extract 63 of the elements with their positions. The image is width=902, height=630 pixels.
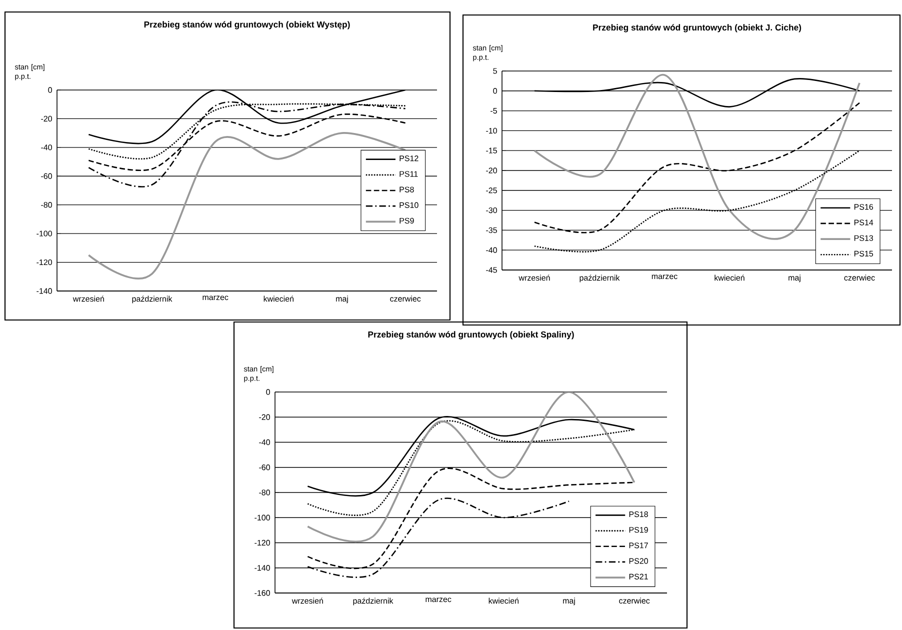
y-tick-label: -80 [41, 202, 52, 208]
y-tick-label: -60 [41, 173, 52, 179]
chart-title: Przebieg stanów wód gruntowych (obiekt Występ) [144, 21, 350, 30]
legend-label: PS10 [400, 202, 418, 208]
y-tick-label: -100 [254, 514, 270, 520]
y-tick-label: -20 [486, 168, 497, 174]
legend-label: PS9 [400, 218, 414, 224]
x-tick-label: czerwiec [390, 296, 421, 302]
legend-label: PS14 [854, 220, 874, 226]
x-tick-label: marzec [426, 598, 452, 602]
y-tick-label: -100 [36, 230, 52, 236]
y-tick-label: -40 [259, 439, 270, 446]
x-tick-label: kwiecień [264, 296, 294, 302]
legend-label: PS13 [854, 235, 874, 241]
x-tick-label: maj [563, 598, 575, 606]
y-tick-label: -140 [254, 565, 270, 571]
y-tick-label: -35 [486, 227, 497, 234]
x-tick-label: czerwiec [619, 598, 650, 604]
y-tick-label: -60 [259, 464, 270, 470]
y-tick-label: -160 [254, 590, 270, 596]
x-tick-label: maj [336, 296, 348, 304]
x-tick-label: czerwiec [844, 274, 875, 281]
x-tick-label: marzec [652, 274, 678, 280]
y-tick-label: -140 [36, 288, 52, 294]
x-tick-label: październik [353, 598, 394, 606]
legend-label: PS17 [629, 542, 648, 548]
y-tick-label: 0 [493, 88, 497, 94]
legend-label: PS18 [629, 511, 648, 518]
y-tick-label: -5 [490, 108, 497, 114]
y-tick-label: -20 [41, 116, 52, 122]
y-tick-label: -120 [36, 259, 52, 266]
legend-label: PS20 [629, 558, 648, 564]
legend-label: PS21 [629, 574, 648, 580]
legend-label: PS15 [854, 250, 874, 256]
x-tick-label: wrzesień [72, 296, 104, 302]
y-tick-label: -80 [259, 490, 270, 496]
x-tick-label: wrzesień [292, 598, 323, 604]
y-tick-label: -25 [486, 188, 497, 194]
y-tick-label: -30 [486, 207, 497, 214]
x-tick-label: wrzesień [518, 274, 550, 281]
x-tick-label: marzec [202, 296, 228, 300]
legend-label: PS16 [854, 204, 874, 210]
y-tick-label: -10 [486, 128, 497, 134]
y-tick-label: -120 [254, 540, 270, 546]
chart-title: Przebieg stanów wód gruntowych (obiekt Spaliny) [368, 331, 574, 340]
y-tick-label: -40 [41, 144, 52, 150]
x-tick-label: kwiecień [488, 598, 519, 604]
y-tick-label: 5 [493, 68, 497, 74]
y-tick-label: 0 [266, 389, 270, 395]
y-tick-label: -15 [486, 148, 497, 154]
legend-label: PS8 [400, 186, 414, 192]
y-tick-label: -40 [486, 247, 497, 253]
x-tick-label: październik [132, 296, 172, 304]
chart-title: Przebieg stanów wód gruntowych (obiekt J. Ciche) [593, 24, 802, 32]
x-tick-label: październik [580, 274, 620, 282]
legend-label: PS12 [400, 156, 418, 162]
y-tick-label: -45 [486, 267, 497, 273]
x-tick-label: maj [788, 274, 800, 282]
y-tick-label: -20 [259, 414, 270, 420]
legend-label: PS11 [400, 171, 418, 177]
x-tick-label: kwiecień [714, 274, 744, 281]
y-tick-label: 0 [48, 87, 52, 93]
legend-label: PS19 [629, 527, 648, 533]
